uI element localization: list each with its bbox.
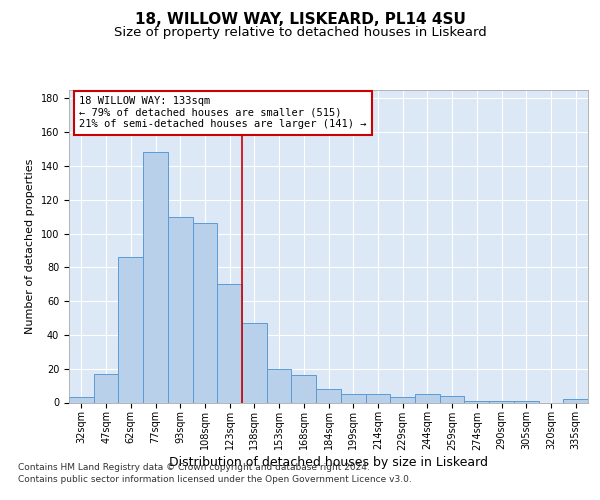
Bar bbox=[464, 401, 489, 402]
Bar bbox=[193, 224, 217, 402]
Bar bbox=[365, 394, 390, 402]
Text: Contains HM Land Registry data © Crown copyright and database right 2024.: Contains HM Land Registry data © Crown c… bbox=[18, 462, 370, 471]
Bar bbox=[440, 396, 464, 402]
Bar bbox=[118, 257, 143, 402]
Text: Size of property relative to detached houses in Liskeard: Size of property relative to detached ho… bbox=[113, 26, 487, 39]
Bar bbox=[292, 376, 316, 402]
Text: 18 WILLOW WAY: 133sqm
← 79% of detached houses are smaller (515)
21% of semi-det: 18 WILLOW WAY: 133sqm ← 79% of detached … bbox=[79, 96, 367, 130]
Bar bbox=[217, 284, 242, 403]
Text: Contains public sector information licensed under the Open Government Licence v3: Contains public sector information licen… bbox=[18, 475, 412, 484]
Bar bbox=[69, 398, 94, 402]
Bar bbox=[168, 216, 193, 402]
Bar bbox=[341, 394, 365, 402]
Bar bbox=[242, 323, 267, 402]
Bar bbox=[267, 368, 292, 402]
Bar bbox=[563, 399, 588, 402]
Bar bbox=[94, 374, 118, 402]
Bar bbox=[143, 152, 168, 402]
Bar bbox=[489, 401, 514, 402]
Bar bbox=[316, 389, 341, 402]
Bar bbox=[415, 394, 440, 402]
X-axis label: Distribution of detached houses by size in Liskeard: Distribution of detached houses by size … bbox=[169, 456, 488, 469]
Bar bbox=[514, 401, 539, 402]
Y-axis label: Number of detached properties: Number of detached properties bbox=[25, 158, 35, 334]
Bar bbox=[390, 398, 415, 402]
Text: 18, WILLOW WAY, LISKEARD, PL14 4SU: 18, WILLOW WAY, LISKEARD, PL14 4SU bbox=[134, 12, 466, 28]
